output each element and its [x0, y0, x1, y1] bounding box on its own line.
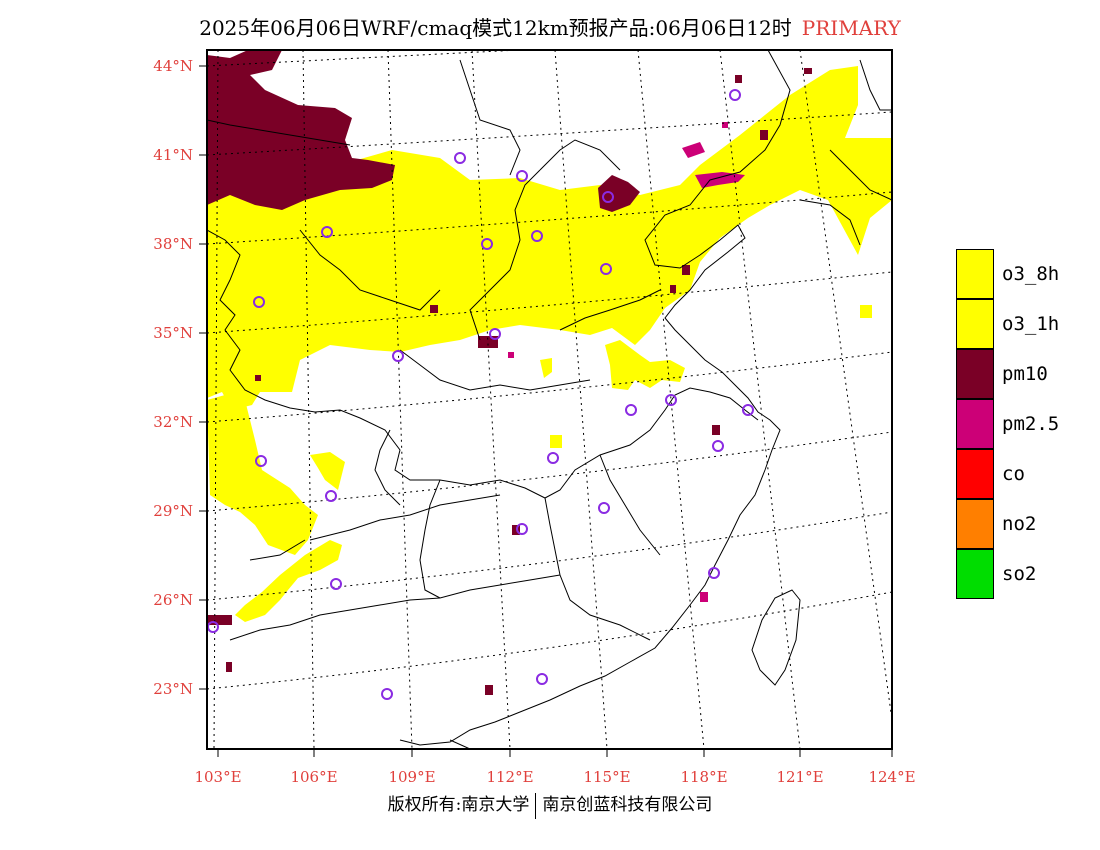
- copyright-footer: 版权所有:南京大学 南京创蓝科技有限公司: [0, 790, 1100, 819]
- lat-label: 41°N: [153, 146, 193, 164]
- lon-label: 121°E: [776, 768, 823, 786]
- company-text: 南京创蓝科技有限公司: [542, 795, 713, 815]
- legend-swatch: [956, 299, 994, 349]
- copyright-text: 版权所有:南京大学: [387, 795, 530, 815]
- lat-label: 26°N: [153, 591, 193, 609]
- legend-swatch: [956, 349, 994, 399]
- map-frame: [206, 49, 893, 750]
- legend-label: pm2.5: [1002, 413, 1060, 435]
- legend-swatch: [956, 399, 994, 449]
- graticule: [207, 50, 892, 749]
- lat-label: 44°N: [153, 57, 193, 75]
- lat-label: 38°N: [153, 235, 193, 253]
- legend-swatch: [956, 449, 994, 499]
- boundary-lines: [207, 50, 892, 749]
- title-text: 2025年06月06日WRF/cmaq模式12km预报产品:06月06日12时: [199, 16, 792, 40]
- pm10-region: [207, 50, 812, 695]
- lon-label: 124°E: [868, 768, 915, 786]
- footer-divider: [535, 792, 537, 819]
- legend-label: no2: [1002, 513, 1037, 535]
- lat-label: 32°N: [153, 413, 193, 431]
- legend-label: o3_1h: [1002, 313, 1060, 335]
- lat-label: 23°N: [153, 680, 193, 698]
- map-content: [207, 50, 892, 749]
- map-title: 2025年06月06日WRF/cmaq模式12km预报产品:06月06日12时 P…: [0, 12, 1100, 41]
- lat-label: 29°N: [153, 502, 193, 520]
- lon-label: 118°E: [680, 768, 727, 786]
- axis-ticks: [199, 65, 893, 757]
- lat-labels: 44°N 41°N 38°N 35°N 32°N 29°N 26°N 23°N: [153, 57, 193, 698]
- lon-label: 115°E: [583, 768, 630, 786]
- legend-label: so2: [1002, 563, 1037, 585]
- lon-label: 112°E: [486, 768, 533, 786]
- legend-swatch: [956, 549, 994, 599]
- pm25-region: [508, 122, 745, 602]
- o3-region: [207, 66, 892, 622]
- lon-labels: 103°E 106°E 109°E 112°E 115°E 118°E 121°…: [194, 768, 915, 786]
- lon-label: 109°E: [388, 768, 435, 786]
- legend-swatch: [956, 249, 994, 299]
- lon-label: 106°E: [290, 768, 337, 786]
- lon-label: 103°E: [194, 768, 241, 786]
- lat-label: 35°N: [153, 324, 193, 342]
- legend-label: o3_8h: [1002, 263, 1060, 285]
- legend-swatch: [956, 499, 994, 549]
- primary-tag: PRIMARY: [801, 16, 901, 40]
- legend-label: co: [1002, 463, 1025, 485]
- legend-label: pm10: [1002, 363, 1048, 385]
